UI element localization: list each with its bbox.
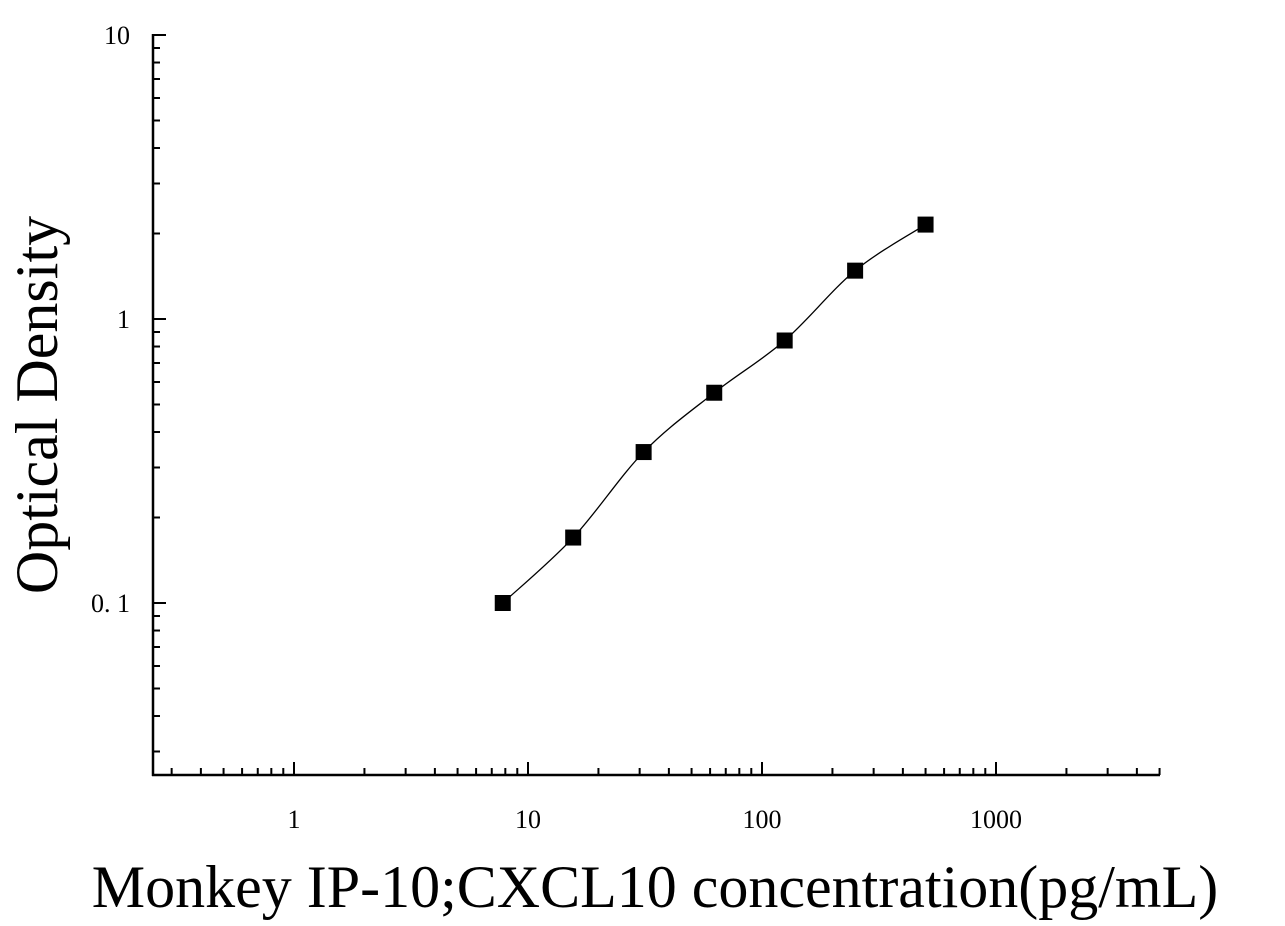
y-tick-label: 1 [117, 305, 130, 334]
x-tick-label: 10 [515, 805, 541, 834]
data-point [635, 444, 652, 461]
y-axis-title: Optical Density [4, 216, 70, 594]
x-axis-title: Monkey IP-10;CXCL10 concentration(pg/mL) [92, 854, 1218, 920]
data-point [776, 332, 793, 349]
x-tick-label: 1 [288, 805, 301, 834]
data-point [494, 595, 511, 611]
data-point [847, 262, 864, 279]
fit-curve [502, 224, 926, 604]
data-points-layer [494, 216, 934, 611]
data-point [706, 384, 723, 401]
data-point [917, 216, 934, 233]
data-point [565, 529, 582, 546]
x-tick-label: 100 [743, 805, 782, 834]
fit-curve-layer [502, 224, 926, 604]
y-tick-label: 10 [104, 21, 130, 50]
y-tick-label: 0. 1 [91, 589, 130, 618]
axes: 1 10 100 1000 0. 1 1 10 [91, 21, 1161, 834]
x-tick-label: 1000 [970, 805, 1022, 834]
